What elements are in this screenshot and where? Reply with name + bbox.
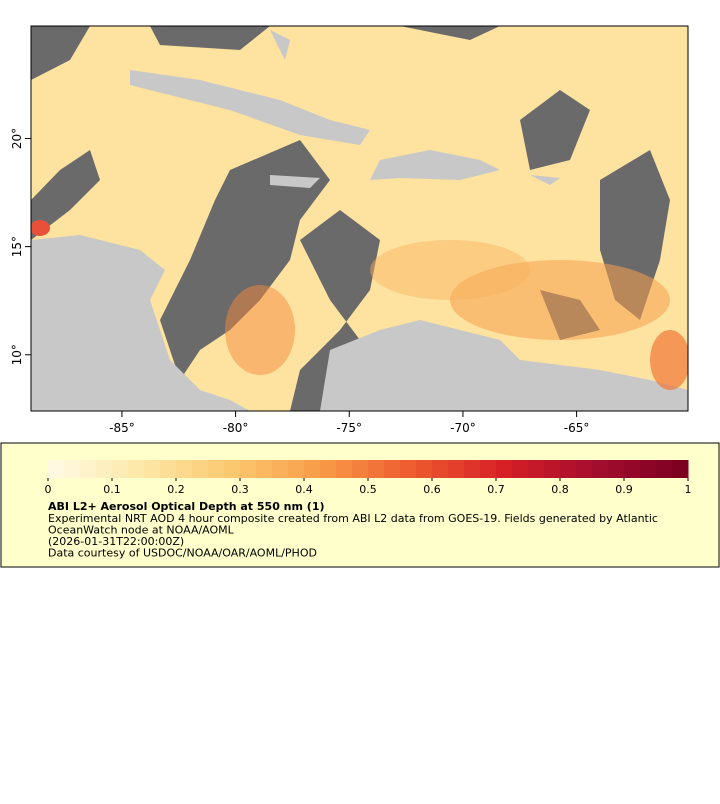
x-tick-label: -70° [450, 421, 476, 435]
colorbar-step [240, 460, 257, 478]
legend-title: ABI L2+ Aerosol Optical Depth at 550 nm … [48, 500, 325, 513]
colorbar-step [576, 460, 593, 478]
colorbar-step [48, 460, 65, 478]
colorbar-tick-label: 0 [45, 483, 52, 496]
legend-description: Experimental NRT AOD 4 hour composite cr… [48, 512, 658, 525]
colorbar-step [448, 460, 465, 478]
colorbar-tick-label: 0.5 [359, 483, 377, 496]
colorbar-step [176, 460, 193, 478]
colorbar-tick-label: 1 [685, 483, 692, 496]
colorbar-step [608, 460, 625, 478]
colorbar-step [128, 460, 145, 478]
colorbar-step [432, 460, 449, 478]
colorbar-step [96, 460, 113, 478]
colorbar-tick-label: 0.6 [423, 483, 441, 496]
colorbar-step [352, 460, 369, 478]
y-tick-label: 10° [10, 344, 24, 365]
colorbar-tick-label: 0.9 [615, 483, 633, 496]
map-frame [30, 25, 689, 412]
colorbar-step [384, 460, 401, 478]
y-tick-label: 15° [10, 236, 24, 257]
colorbar-step [320, 460, 337, 478]
colorbar-step [528, 460, 545, 478]
colorbar-step [112, 460, 129, 478]
colorbar-step [304, 460, 321, 478]
colorbar-step [640, 460, 657, 478]
colorbar-tick-label: 0.2 [167, 483, 185, 496]
colorbar-step [512, 460, 529, 478]
legend-description: OceanWatch node at NOAA/AOML [48, 524, 235, 537]
x-tick-label: -80° [223, 421, 249, 435]
colorbar-step [272, 460, 289, 478]
colorbar-step [80, 460, 97, 478]
colorbar-step [160, 460, 177, 478]
colorbar-tick-label: 0.4 [295, 483, 313, 496]
colorbar-step [224, 460, 241, 478]
colorbar-step [592, 460, 609, 478]
y-tick-label: 20° [10, 128, 24, 149]
colorbar-step [64, 460, 81, 478]
colorbar-step [544, 460, 561, 478]
colorbar-step [656, 460, 673, 478]
colorbar-step [496, 460, 513, 478]
colorbar-step [672, 460, 689, 478]
colorbar-tick-label: 0.8 [551, 483, 569, 496]
colorbar-step [192, 460, 209, 478]
colorbar-step [400, 460, 417, 478]
map-image [31, 26, 688, 411]
colorbar-step [336, 460, 353, 478]
colorbar-step [368, 460, 385, 478]
colorbar-step [624, 460, 641, 478]
colorbar-step [416, 460, 433, 478]
colorbar-step [256, 460, 273, 478]
legend-description: (2026-01-31T22:00:00Z) [48, 535, 184, 548]
colorbar-step [464, 460, 481, 478]
colorbar-tick-label: 0.7 [487, 483, 505, 496]
colorbar-step [480, 460, 497, 478]
x-tick-label: -85° [109, 421, 135, 435]
colorbar-tick-label: 0.3 [231, 483, 249, 496]
colorbar-step [560, 460, 577, 478]
colorbar-tick-label: 0.1 [103, 483, 121, 496]
colorbar-step [144, 460, 161, 478]
x-tick-label: -75° [336, 421, 362, 435]
x-tick-label: -65° [564, 421, 590, 435]
colorbar-step [208, 460, 225, 478]
legend-description: Data courtesy of USDOC/NOAA/OAR/AOML/PHO… [48, 547, 317, 560]
colorbar-step [288, 460, 305, 478]
